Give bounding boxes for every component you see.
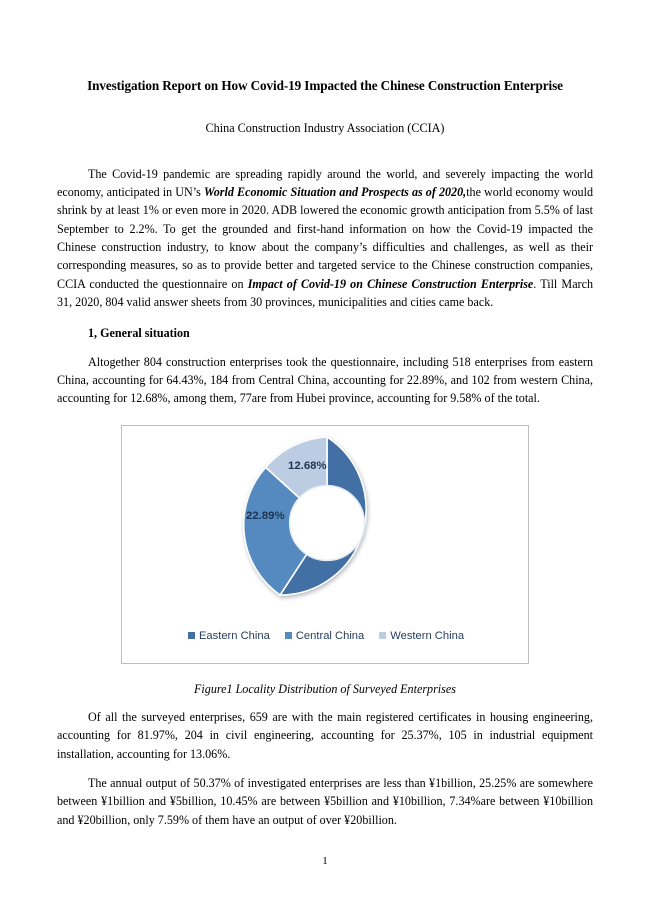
legend-item-eastern-china: Eastern China <box>187 629 270 642</box>
legend-swatch-icon-western-china <box>379 632 387 640</box>
document-author: China Construction Industry Association … <box>205 120 445 135</box>
paragraph-certificates: Of all the surveyed enterprises, 659 are… <box>57 709 593 761</box>
slice-label-western-china: 12.68% <box>288 459 327 472</box>
donut-hole-ring <box>288 484 366 561</box>
reference-title-un: World Economic Situation and Prospects a… <box>203 184 467 199</box>
donut-graphic <box>238 434 416 612</box>
paragraph-intro: The Covid-19 pandemic are spreading rapi… <box>57 136 593 312</box>
legend-label-eastern-china: Eastern China <box>198 629 270 642</box>
reference-title-questionnaire: Impact of Covid-19 on Chinese Constructi… <box>247 276 534 291</box>
legend-swatch-icon-central-china <box>284 632 292 640</box>
legend-item-central-china: Central China <box>284 629 365 642</box>
figure-1-chart: 64.43% 22.89% 12.68% Eastern China Centr… <box>121 424 530 664</box>
section-heading-general-situation: 1, General situation <box>88 325 190 340</box>
figure-caption: Figure1 Locality Distribution of Surveye… <box>194 681 456 696</box>
slice-label-central-china: 22.89% <box>246 509 285 522</box>
donut-svg <box>242 435 367 596</box>
legend-label-western-china: Western China <box>390 629 465 642</box>
paragraph-annual-output: The annual output of 50.37% of investiga… <box>57 775 593 827</box>
slice-label-eastern-china: 64.43% <box>364 541 403 554</box>
legend-swatch-icon-eastern-china <box>187 632 195 640</box>
legend-label-central-china: Central China <box>295 629 365 642</box>
donut-chart: 64.43% 22.89% 12.68% <box>122 432 530 622</box>
chart-legend: Eastern China Central China Western Chin… <box>122 630 530 642</box>
intro-text-b: the world economy would shrink by at lea… <box>57 184 593 291</box>
donut-hole <box>290 485 364 560</box>
slice-central-china <box>242 466 329 596</box>
page-title: Investigation Report on How Covid-19 Imp… <box>87 78 563 93</box>
paragraph-general-situation: Altogether 804 construction enterprises … <box>57 354 593 406</box>
page-number: 1 <box>322 855 328 867</box>
intro-text-a: The Covid-19 pandemic are spreading rapi… <box>57 166 593 199</box>
intro-text-c: . Till March 31, 2020, 804 valid answer … <box>57 276 593 310</box>
legend-item-western-china: Western China <box>379 630 464 642</box>
